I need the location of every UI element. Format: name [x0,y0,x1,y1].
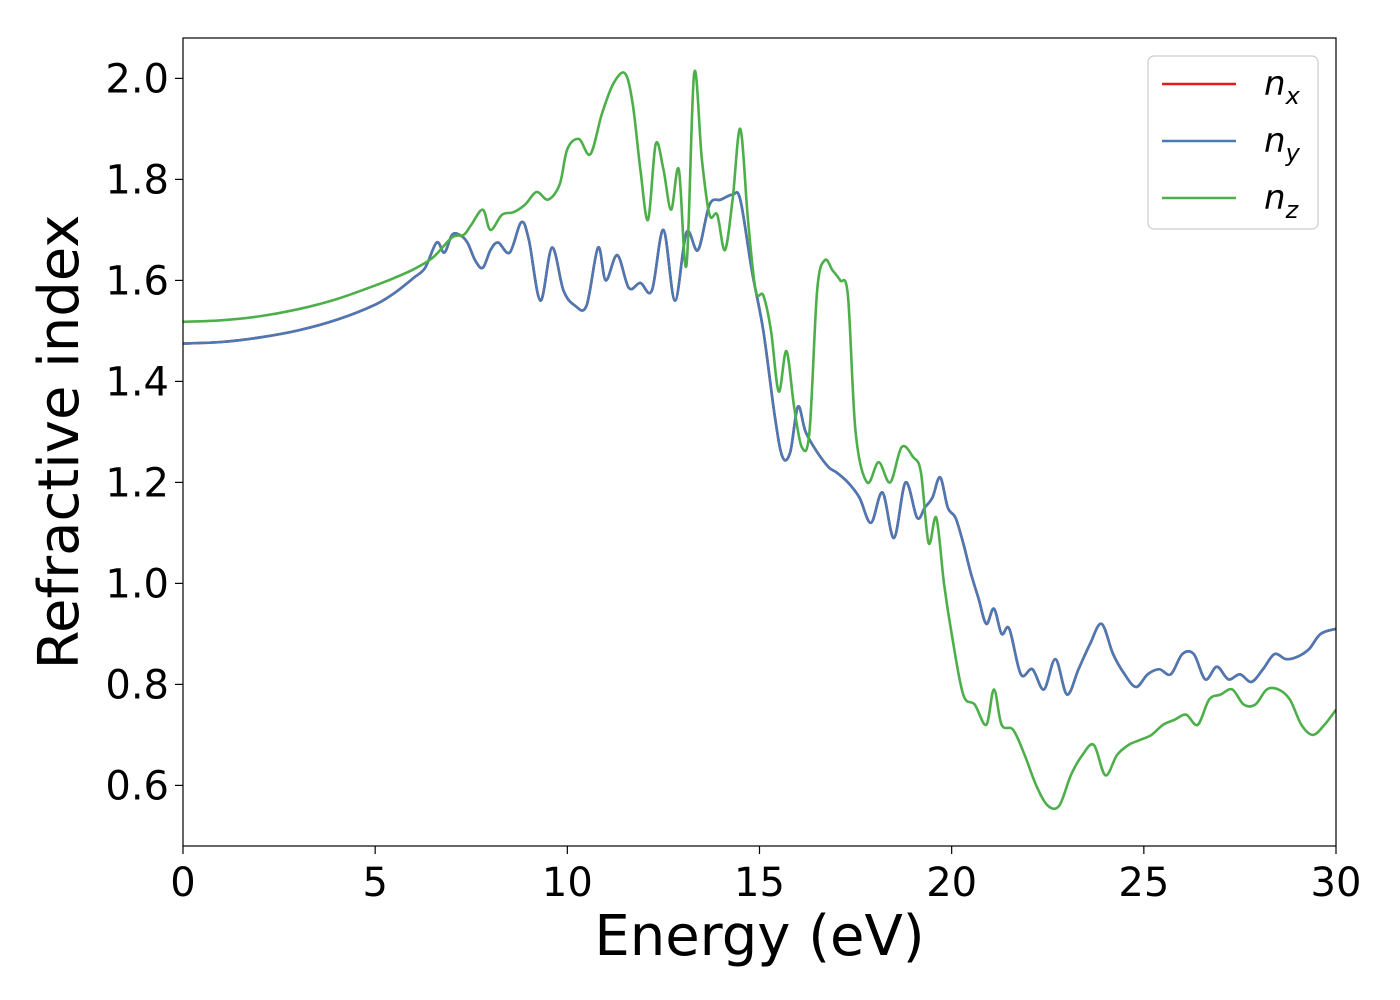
x-tick-label: 30 [1311,860,1362,906]
y-axis-title: Refractive index [27,215,92,670]
x-tick-label: 10 [542,860,593,906]
x-tick-label: 20 [926,860,977,906]
y-tick-label: 1.0 [105,561,169,607]
legend-label-x: nx [1264,64,1301,110]
legend-label-z: nz [1264,178,1300,224]
y-axis-ticks: 0.6 0.8 1.0 1.2 1.4 1.6 1.8 2.0 [105,56,183,809]
legend-box [1147,55,1319,230]
y-tick-label: 0.6 [105,763,169,809]
series-line-y [183,191,1336,696]
x-axis-ticks: 0 5 10 15 20 25 30 [170,846,1361,906]
y-tick-label: 0.8 [105,662,169,708]
x-axis-title: Energy (eV) [594,904,924,969]
x-tick-label: 25 [1118,860,1169,906]
series-line-z [183,69,1336,811]
x-tick-label: 0 [170,860,195,906]
y-tick-label: 1.2 [105,460,169,506]
y-tick-label: 1.4 [105,359,169,405]
y-tick-label: 1.8 [105,157,169,203]
legend: nx ny nz [1147,55,1319,230]
legend-label-y: ny [1264,121,1301,167]
x-tick-label: 15 [734,860,785,906]
y-tick-label: 1.6 [105,258,169,304]
x-tick-label: 5 [362,860,387,906]
series-layer [183,69,1336,811]
y-tick-label: 2.0 [105,56,169,102]
